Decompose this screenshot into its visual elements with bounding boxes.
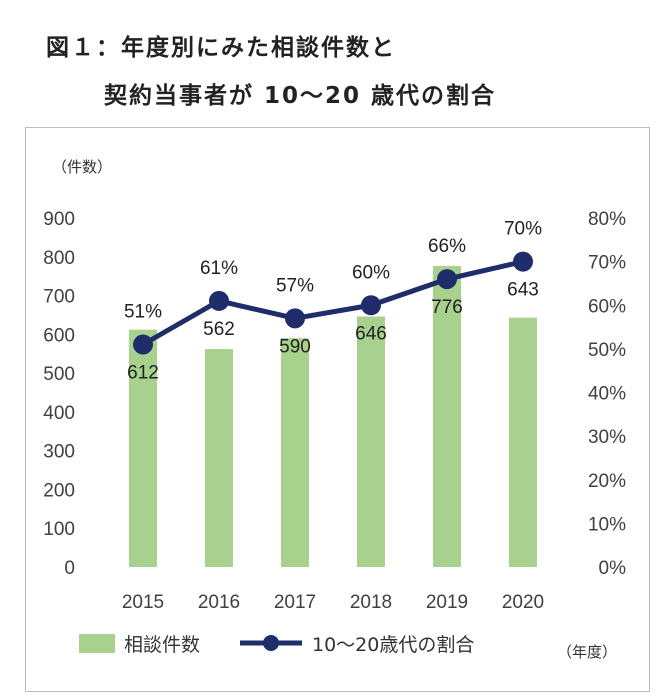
left-axis-tick-label: 900 — [43, 209, 75, 230]
x-axis-tick-label: 2020 — [502, 592, 544, 613]
left-axis-unit: （件数） — [52, 158, 112, 176]
bar-value-label: 643 — [507, 280, 539, 301]
bar — [509, 317, 537, 567]
right-axis-tick-label: 50% — [588, 340, 626, 361]
bar-value-label: 646 — [355, 323, 387, 344]
right-axis-tick-label: 40% — [588, 384, 626, 405]
bar-value-label: 776 — [431, 297, 463, 318]
left-axis-tick-label: 100 — [43, 519, 75, 540]
legend-bar-label: 相談件数 — [124, 634, 200, 656]
bar — [129, 329, 157, 567]
bar-value-label: 562 — [203, 319, 235, 340]
x-axis-tick-label: 2016 — [198, 592, 240, 613]
left-axis: 0 100 200 300 400 500 600 700 800 900 — [43, 209, 75, 579]
x-axis-unit: （年度） — [557, 643, 617, 661]
chart-frame — [25, 127, 650, 692]
bar — [205, 349, 233, 567]
line-marker — [209, 290, 229, 311]
x-axis-tick-label: 2015 — [122, 592, 164, 613]
legend: 相談件数 10〜20歳代の割合 — [79, 634, 474, 656]
right-axis-tick-label: 70% — [588, 253, 626, 274]
line-marker — [285, 308, 305, 329]
legend-bar-swatch — [79, 634, 115, 653]
title-line-1: 図１：年度別にみた相談件数と — [46, 35, 396, 61]
right-axis: 0% 10% 20% 30% 40% 50% 60% 70% 80% — [588, 209, 626, 579]
line-value-label: 61% — [200, 258, 238, 279]
bar-series — [129, 266, 537, 567]
left-axis-tick-label: 400 — [43, 403, 75, 424]
x-axis-tick-label: 2019 — [426, 592, 468, 613]
line-marker — [133, 334, 153, 355]
left-axis-tick-label: 600 — [43, 325, 75, 346]
right-axis-tick-label: 20% — [588, 471, 626, 492]
bar-value-label: 590 — [279, 336, 311, 357]
bar — [357, 316, 385, 567]
line-data-labels: 51% 61% 57% 60% 66% 70% — [124, 219, 542, 323]
x-axis-tick-label: 2017 — [274, 592, 316, 613]
x-axis: 2015 2016 2017 2018 2019 2020 — [122, 592, 544, 613]
left-axis-tick-label: 0 — [64, 558, 75, 579]
line-marker — [437, 269, 457, 290]
line-value-label: 66% — [428, 236, 466, 257]
line-marker — [361, 295, 381, 316]
line-path — [141, 259, 524, 347]
legend-line-label: 10〜20歳代の割合 — [312, 634, 474, 656]
line-marker — [513, 251, 533, 272]
line-value-label: 70% — [504, 219, 542, 240]
right-axis-tick-label: 0% — [599, 558, 627, 579]
right-axis-tick-label: 80% — [588, 209, 626, 230]
right-axis-tick-label: 30% — [588, 427, 626, 448]
bar — [433, 266, 461, 567]
bar-value-label: 612 — [127, 363, 159, 384]
bar — [281, 338, 309, 567]
left-axis-tick-label: 500 — [43, 364, 75, 385]
left-axis-tick-label: 300 — [43, 442, 75, 463]
line-value-label: 57% — [276, 275, 314, 296]
line-value-label: 51% — [124, 302, 162, 323]
line-series — [133, 251, 533, 355]
left-axis-tick-label: 800 — [43, 248, 75, 269]
right-axis-tick-label: 60% — [588, 296, 626, 317]
x-axis-tick-label: 2018 — [350, 592, 392, 613]
left-axis-tick-label: 700 — [43, 287, 75, 308]
right-axis-tick-label: 10% — [588, 514, 626, 535]
bar-data-labels: 612 562 590 646 776 643 — [127, 280, 539, 384]
legend-line-marker — [263, 635, 279, 651]
line-value-label: 60% — [352, 262, 390, 283]
title-line-2: 契約当事者が 10〜20 歳代の割合 — [104, 83, 497, 109]
left-axis-tick-label: 200 — [43, 480, 75, 501]
chart-title: 図１：年度別にみた相談件数と 契約当事者が 10〜20 歳代の割合 — [0, 0, 670, 118]
